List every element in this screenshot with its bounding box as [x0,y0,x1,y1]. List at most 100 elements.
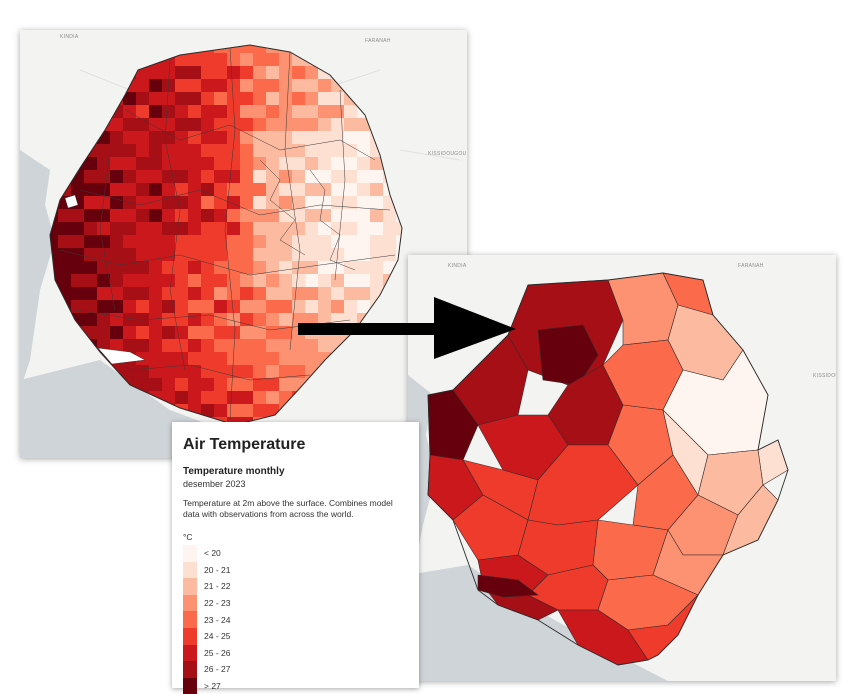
grid-cell [201,326,215,340]
grid-cell [97,157,111,171]
grid-cell [344,287,358,301]
grid-cell [136,365,150,379]
grid-cell [149,79,163,93]
grid-cell [279,352,293,366]
grid-cell [344,209,358,223]
grid-cell [136,92,150,106]
grid-cell [357,287,371,301]
grid-cell [331,222,345,236]
grid-cell [240,261,254,275]
grid-cell [266,105,280,119]
gridded-temperature-map[interactable]: KINDIA FARANAH KISSIDOUGOU [20,30,467,458]
grid-cell [318,196,332,210]
grid-cell [136,261,150,275]
grid-cell [370,157,384,171]
grid-cell [240,248,254,262]
grid-cell [383,209,397,223]
grid-cell [214,183,228,197]
grid-cell [240,222,254,236]
grid-cell [149,300,163,314]
grid-cell [305,300,319,314]
grid-cell [253,378,267,392]
grid-cell [110,144,124,158]
grid-cell [58,209,72,223]
grid-cell [370,196,384,210]
grid-cell [84,274,98,288]
legend-item: 22 - 23 [183,594,408,612]
grid-cell [253,274,267,288]
grid-cell [305,339,319,353]
grid-cell [214,287,228,301]
grid-cell [50,261,59,275]
grid-cell [383,248,397,262]
grid-cell [97,144,111,158]
grid-cell [84,287,98,301]
grid-cell [188,170,202,184]
grid-cell [266,287,280,301]
grid-cell [84,209,98,223]
grid-cell [214,131,228,145]
grid-cell [279,79,293,93]
grid-cell [253,144,267,158]
grid-cell [253,248,267,262]
grid-cell [97,261,111,275]
grid-cell [84,157,98,171]
grid-cell [305,183,319,197]
grid-cell [149,261,163,275]
legend-item: < 20 [183,545,408,562]
grid-cell [201,105,215,119]
grid-cell [188,391,202,405]
place-label: KINDIA [60,34,79,40]
grid-cell [331,105,345,119]
district-temperature-map[interactable]: KINDIA FARANAH KISSIDOUGOU [408,255,836,681]
grid-cell [123,339,137,353]
grid-cell [188,300,202,314]
grid-cell [201,53,215,67]
grid-cell [383,222,397,236]
grid-cell [240,170,254,184]
grid-cell [188,92,202,106]
grid-cell [188,326,202,340]
grid-cell [227,222,241,236]
grid-cell [292,183,306,197]
grid-cell [266,131,280,145]
grid-cell [123,183,137,197]
grid-cell [175,144,189,158]
grid-cell [214,66,228,80]
grid-cell [149,157,163,171]
grid-cell [136,144,150,158]
grid-cell [266,248,280,262]
grid-cell [266,378,280,392]
grid-cell [110,300,124,314]
grid-cell [305,66,319,80]
grid-cell [149,170,163,184]
grid-cell [175,365,189,379]
grid-cell [71,287,85,301]
grid-cell [370,209,384,223]
grid-cell [266,79,280,93]
grid-cell [227,352,241,366]
grid-cell [240,79,254,93]
grid-cell [201,274,215,288]
grid-cell [162,131,176,145]
grid-cell [305,352,319,366]
legend-unit: °C [183,532,193,542]
legend-period: desember 2023 [183,479,246,489]
grid-cell [344,183,358,197]
grid-cell [188,105,202,119]
grid-cell [240,45,254,54]
legend-label: 20 - 21 [204,564,231,575]
grid-cell [123,92,137,106]
grid-cell [97,235,111,249]
grid-cell [240,183,254,197]
grid-cell [318,222,332,236]
grid-cell [279,326,293,340]
grid-cell [227,326,241,340]
grid-cell [279,118,293,132]
grid-cell [292,105,306,119]
grid-cell [240,144,254,158]
grid-cell [357,261,371,275]
grid-cell [110,196,124,210]
grid-cell [253,157,267,171]
grid-cell [175,326,189,340]
